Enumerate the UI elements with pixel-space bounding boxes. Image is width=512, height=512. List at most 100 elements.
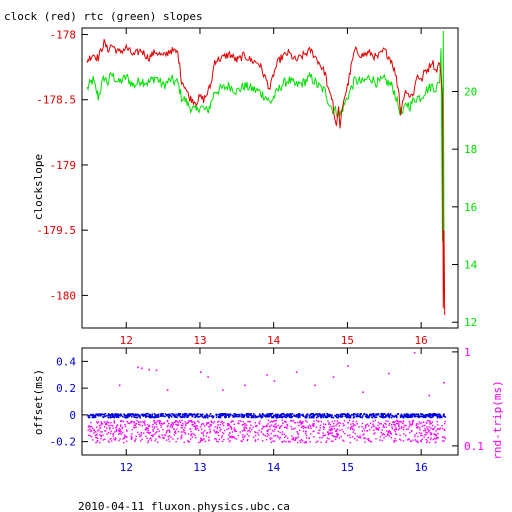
rnd-trip-point — [395, 422, 398, 425]
rnd-trip-point — [402, 420, 405, 422]
rnd-trip-point — [181, 419, 183, 422]
offset-point — [284, 414, 286, 417]
rnd-trip-point — [336, 436, 338, 438]
rnd-trip-point — [266, 430, 269, 433]
offset-point — [101, 413, 103, 415]
offset-point — [277, 414, 280, 416]
rnd-trip-point — [200, 440, 202, 442]
offset-point — [285, 414, 288, 417]
rnd-trip-point — [277, 430, 279, 433]
offset-point — [153, 413, 156, 415]
rnd-trip-point — [394, 438, 396, 440]
rnd-trip-point — [96, 422, 99, 424]
rnd-trip-point — [114, 437, 117, 439]
offset-point — [120, 415, 122, 417]
offset-point — [171, 413, 173, 415]
rnd-trip-point — [261, 428, 263, 430]
offset-point — [290, 416, 292, 419]
rnd-trip-point — [146, 428, 148, 430]
rnd-trip-point — [205, 435, 207, 437]
rnd-trip-point — [354, 432, 356, 435]
offset-point — [321, 413, 324, 416]
rnd-trip-point — [319, 426, 321, 429]
rnd-trip-point — [382, 424, 385, 426]
rnd-trip-point — [160, 422, 163, 424]
rnd-trip-point — [390, 437, 392, 439]
rnd-trip-point — [277, 436, 279, 438]
rnd-trip-point — [420, 422, 423, 424]
offset-point — [388, 413, 390, 416]
offset-point — [442, 413, 445, 416]
rnd-trip-outlier — [332, 376, 335, 378]
offset-point — [342, 413, 345, 415]
rnd-trip-point — [131, 436, 133, 439]
rnd-trip-point — [410, 429, 413, 432]
rnd-trip-point — [96, 440, 98, 443]
rnd-trip-point — [294, 422, 296, 424]
rnd-trip-point — [285, 441, 287, 443]
rnd-trip-point — [202, 435, 205, 437]
rnd-trip-point — [190, 434, 192, 436]
rnd-trip-point — [234, 428, 236, 431]
offset-point — [385, 415, 387, 417]
offset-point — [306, 415, 308, 417]
rnd-trip-point — [96, 426, 98, 428]
offset-point — [373, 415, 375, 417]
offset-point — [308, 416, 311, 419]
rnd-trip-point — [385, 435, 387, 437]
rnd-trip-point — [301, 440, 304, 442]
offset-point — [315, 413, 318, 415]
rnd-trip-outlier — [347, 365, 349, 367]
rnd-trip-point — [338, 425, 340, 427]
rnd-trip-point — [437, 427, 439, 430]
rnd-trip-point — [111, 440, 113, 442]
rnd-trip-point — [158, 421, 161, 423]
top-y-tick-label: -179 — [50, 159, 77, 172]
offset-point — [266, 414, 269, 416]
rnd-trip-point — [268, 434, 270, 436]
offset-point — [237, 415, 240, 418]
rnd-trip-point — [108, 425, 110, 427]
offset-point — [374, 414, 376, 417]
offset-point — [408, 415, 410, 417]
offset-point — [146, 412, 148, 415]
offset-point — [168, 416, 170, 419]
rnd-trip-point — [391, 427, 393, 430]
offset-point — [129, 414, 132, 417]
rnd-trip-point — [193, 425, 195, 427]
offset-point — [299, 416, 301, 418]
rnd-trip-point — [209, 428, 211, 430]
offset-point — [410, 413, 412, 416]
rnd-trip-point — [121, 426, 124, 428]
rnd-trip-point — [213, 429, 215, 431]
rnd-trip-point — [376, 428, 378, 431]
rnd-trip-point — [372, 425, 374, 427]
rnd-trip-point — [380, 431, 382, 434]
offset-point — [444, 416, 447, 418]
rnd-trip-point — [294, 427, 296, 429]
offset-point — [175, 416, 177, 418]
top-y-tick-label: -180 — [50, 289, 77, 302]
offset-point — [360, 416, 363, 418]
rnd-trip-point — [281, 431, 284, 433]
rnd-trip-point — [415, 423, 418, 425]
offset-point — [311, 416, 314, 419]
rnd-trip-point — [135, 435, 137, 437]
rnd-trip-point — [399, 438, 401, 440]
rnd-trip-point — [166, 420, 168, 423]
rnd-trip-point — [436, 428, 439, 431]
offset-point — [428, 413, 431, 416]
rnd-trip-point — [366, 430, 369, 432]
rnd-trip-point — [320, 420, 322, 423]
rnd-trip-point — [425, 439, 428, 441]
rnd-trip-point — [429, 420, 431, 423]
rnd-trip-point — [145, 427, 147, 429]
rnd-trip-point — [313, 425, 315, 427]
rnd-trip-point — [424, 429, 427, 432]
offset-point — [427, 413, 430, 416]
rnd-trip-point — [175, 423, 177, 425]
rnd-trip-point — [342, 439, 344, 441]
rnd-trip-point — [265, 425, 267, 428]
rnd-trip-point — [126, 429, 128, 431]
rnd-trip-point — [91, 427, 94, 430]
